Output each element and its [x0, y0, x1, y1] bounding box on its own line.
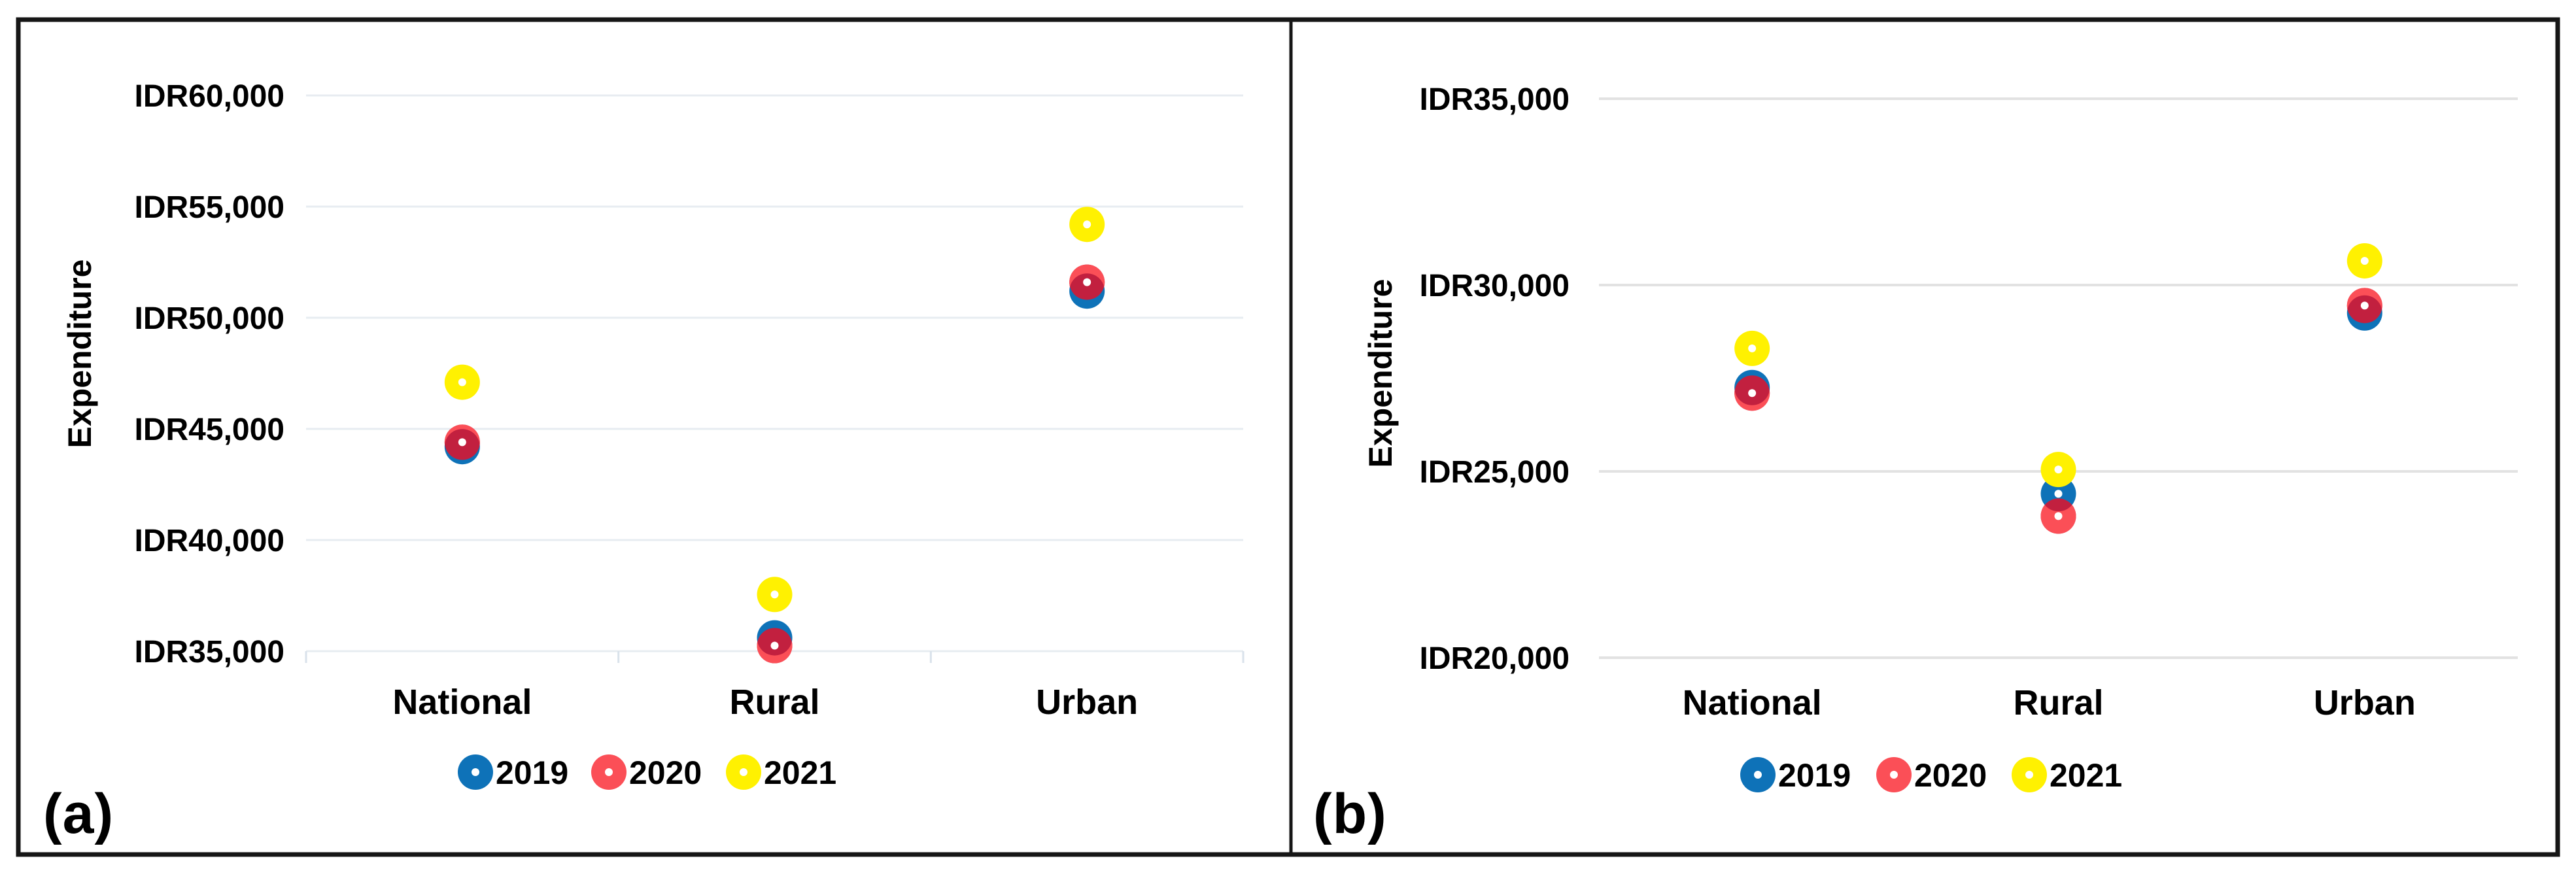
y-tick-label: IDR20,000	[1420, 641, 1570, 676]
legend-swatch-2020-center-dot	[605, 768, 613, 776]
figure-border	[16, 17, 2560, 857]
category-label-urban: Urban	[2314, 683, 2416, 722]
category-label-national: National	[392, 683, 532, 722]
marker-2020-urban-center-dot	[2360, 301, 2369, 310]
panel-b: IDR35,000 IDR30,000 IDR25,000 IDR20,000 Expe…	[1362, 82, 2518, 794]
y-axis-title: Expenditure	[1362, 279, 1399, 468]
legend-label-2021: 2021	[2050, 757, 2122, 794]
y-tick-label: IDR55,000	[135, 190, 284, 225]
legend-swatch-2021-center-dot	[740, 768, 747, 776]
y-tick-label: IDR30,000	[1420, 269, 1570, 303]
marker-2020-rural-center-dot	[2054, 512, 2063, 520]
legend-swatch-2019-center-dot	[1754, 771, 1762, 779]
marker-2021-national-center-dot	[1748, 344, 1757, 352]
category-label-national: National	[1683, 683, 1822, 722]
category-label-rural: Rural	[729, 683, 819, 722]
marker-2020-national-center-dot	[1748, 389, 1757, 398]
y-tick-label: IDR40,000	[135, 524, 284, 558]
category-label-rural: Rural	[2013, 683, 2103, 722]
panel-b-letter-label: (b)	[1313, 783, 1387, 845]
y-tick-label: IDR35,000	[1420, 82, 1570, 117]
legend-swatch-2021-center-dot	[2025, 771, 2033, 779]
marker-2020-urban-center-dot	[1083, 278, 1091, 286]
marker-2019-rural-center-dot	[2054, 490, 2063, 498]
legend-label-2019: 2019	[1778, 757, 1851, 794]
y-tick-label: IDR50,000	[135, 301, 284, 336]
marker-2021-urban-center-dot	[1083, 220, 1091, 229]
y-tick-label: IDR25,000	[1420, 455, 1570, 490]
y-tick-label: IDR45,000	[135, 413, 284, 447]
marker-2021-urban-center-dot	[2360, 256, 2369, 265]
panel-a: IDR60,000 IDR55,000 IDR50,000 IDR45,000 IDR4…	[61, 79, 1245, 791]
marker-2021-rural-center-dot	[2054, 465, 2063, 474]
marker-2021-national-center-dot	[458, 378, 466, 386]
y-tick-label: IDR60,000	[135, 79, 284, 114]
y-tick-label: IDR35,000	[135, 635, 284, 669]
panel-a-letter-label: (a)	[43, 783, 114, 845]
y-axis-title: Expenditure	[61, 260, 98, 448]
legend-label-2021: 2021	[764, 754, 836, 791]
marker-2020-national-center-dot	[458, 438, 466, 447]
legend-swatch-2020-center-dot	[1890, 771, 1898, 779]
legend-label-2020: 2020	[629, 754, 702, 791]
legend-swatch-2019-center-dot	[472, 768, 479, 776]
marker-2021-rural-center-dot	[770, 590, 779, 599]
category-label-urban: Urban	[1036, 683, 1138, 722]
legend-label-2020: 2020	[1914, 757, 1987, 794]
legend-label-2019: 2019	[496, 754, 568, 791]
marker-2020-rural-center-dot	[770, 641, 779, 650]
